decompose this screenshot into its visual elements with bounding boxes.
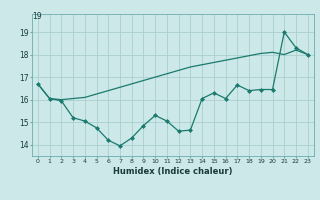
- X-axis label: Humidex (Indice chaleur): Humidex (Indice chaleur): [113, 167, 233, 176]
- Text: 19: 19: [32, 12, 42, 21]
